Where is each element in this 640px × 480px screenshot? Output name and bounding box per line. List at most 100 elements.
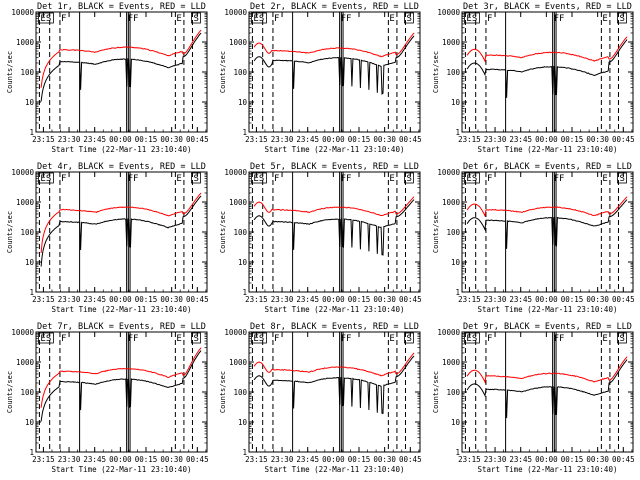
plot-frame [461, 171, 634, 293]
x-tick-label: 23:30 [58, 135, 81, 144]
y-tick-label: 1000 [16, 38, 35, 47]
x-tick-label: 00:00 [322, 295, 345, 304]
event-label: F [61, 14, 66, 24]
x-axis-label: Start Time (22-Mar-11 23:10:40) [265, 145, 405, 154]
x-tick-label: 23:30 [484, 295, 507, 304]
y-axis-label: Counts/sec [432, 51, 440, 93]
plot-frame [461, 11, 634, 133]
y-tick-label: 10 [238, 98, 248, 107]
series-lld-line [253, 352, 415, 377]
event-label: FF [554, 14, 565, 24]
x-tick-label: 23:30 [484, 455, 507, 464]
y-tick-label: 10000 [224, 328, 247, 337]
panel-det-1: Det 1r, BLACK = Events, RED = LLD 1 10 100 1… [6, 2, 209, 154]
x-tick-label: 23:15 [32, 295, 55, 304]
panel-det-3: Det 3r, BLACK = Events, RED = LLD 1 10 100 1… [432, 2, 635, 154]
event-label: E [389, 174, 394, 184]
y-axis-label: Counts/sec [219, 371, 227, 413]
event-label-box [464, 172, 480, 184]
panel-det-9: Det 9r, BLACK = Events, RED = LLD 1 10 100 1… [432, 322, 635, 474]
event-label-box [464, 12, 480, 24]
series-lld-line [40, 347, 202, 408]
event-label: S [406, 14, 411, 24]
y-axis-label: Counts/sec [219, 211, 227, 253]
x-tick-label: 23:15 [458, 295, 481, 304]
series-lld-line [466, 356, 628, 384]
y-tick-label: 1000 [16, 198, 35, 207]
event-label: E [389, 14, 394, 24]
x-tick-label: 23:15 [245, 135, 268, 144]
event-label: FF [341, 14, 352, 24]
x-tick-label: 00:30 [586, 295, 609, 304]
x-tick-label: 23:30 [58, 295, 81, 304]
event-label: ES [253, 14, 264, 24]
x-tick-label: 00:45 [399, 135, 422, 144]
event-label: S [619, 174, 624, 184]
x-tick-label: 23:45 [83, 295, 106, 304]
event-label: FF [128, 14, 139, 24]
event-label-box [404, 172, 414, 184]
x-axis-label: Start Time (22-Mar-11 23:10:40) [52, 145, 192, 154]
x-tick-label: 23:45 [83, 455, 106, 464]
y-tick-label: 100 [233, 228, 247, 237]
x-tick-label: 00:30 [160, 455, 183, 464]
x-tick-label: 00:45 [186, 135, 209, 144]
y-tick-label: 1 [242, 448, 247, 457]
y-tick-label: 1000 [229, 198, 248, 207]
x-tick-label: 00:45 [399, 455, 422, 464]
x-axis-label: Start Time (22-Mar-11 23:10:40) [52, 305, 192, 314]
y-tick-label: 1 [455, 128, 460, 137]
x-tick-label: 23:15 [458, 135, 481, 144]
panel-det-7: Det 7r, BLACK = Events, RED = LLD 1 10 100 1… [6, 322, 209, 474]
event-label-box [38, 332, 54, 344]
event-label-box [38, 12, 54, 24]
event-label: ES [40, 14, 51, 24]
event-label: S [193, 174, 198, 184]
x-tick-label: 23:30 [271, 135, 294, 144]
series-lld-line [466, 196, 628, 218]
x-tick-label: 00:45 [186, 295, 209, 304]
plot-frame [35, 11, 208, 133]
x-axis-label: Start Time (22-Mar-11 23:10:40) [265, 305, 405, 314]
event-label: F [487, 14, 492, 24]
x-tick-label: 23:45 [296, 295, 319, 304]
x-tick-label: 00:15 [561, 295, 584, 304]
x-tick-label: 23:30 [484, 135, 507, 144]
y-tick-label: 10 [25, 258, 35, 267]
series-events-line [253, 355, 415, 414]
y-tick-label: 10000 [437, 328, 460, 337]
y-axis-label: Counts/sec [6, 51, 14, 93]
x-tick-label: 23:45 [509, 135, 532, 144]
x-tick-label: 23:45 [83, 135, 106, 144]
event-label: ES [253, 174, 264, 184]
y-tick-label: 1000 [442, 198, 461, 207]
y-tick-label: 10000 [224, 8, 247, 17]
event-label: F [61, 174, 66, 184]
y-tick-label: 10000 [437, 168, 460, 177]
x-tick-label: 00:15 [135, 135, 158, 144]
event-label-box [617, 172, 627, 184]
y-tick-label: 10 [451, 98, 461, 107]
series-events-line [40, 195, 202, 267]
event-label-box [251, 12, 267, 24]
y-tick-label: 1 [242, 128, 247, 137]
panel-title: Det 9r, BLACK = Events, RED = LLD [463, 322, 632, 332]
x-tick-label: 00:30 [373, 135, 396, 144]
series-lld-line [253, 32, 415, 58]
y-axis-label: Counts/sec [6, 371, 14, 413]
plot-frame [35, 331, 208, 453]
panel-title: Det 5r, BLACK = Events, RED = LLD [250, 162, 419, 172]
x-tick-label: 23:45 [296, 135, 319, 144]
x-axis-label: Start Time (22-Mar-11 23:10:40) [478, 465, 618, 474]
x-tick-label: 00:30 [373, 295, 396, 304]
panel-title: Det 2r, BLACK = Events, RED = LLD [250, 2, 419, 12]
x-tick-label: 00:45 [186, 455, 209, 464]
x-tick-label: 00:30 [373, 455, 396, 464]
event-label-box [251, 332, 267, 344]
event-label: FF [341, 334, 352, 344]
y-axis-label: Counts/sec [432, 211, 440, 253]
event-label: FF [554, 334, 565, 344]
y-tick-label: 1000 [442, 358, 461, 367]
event-label: F [487, 174, 492, 184]
